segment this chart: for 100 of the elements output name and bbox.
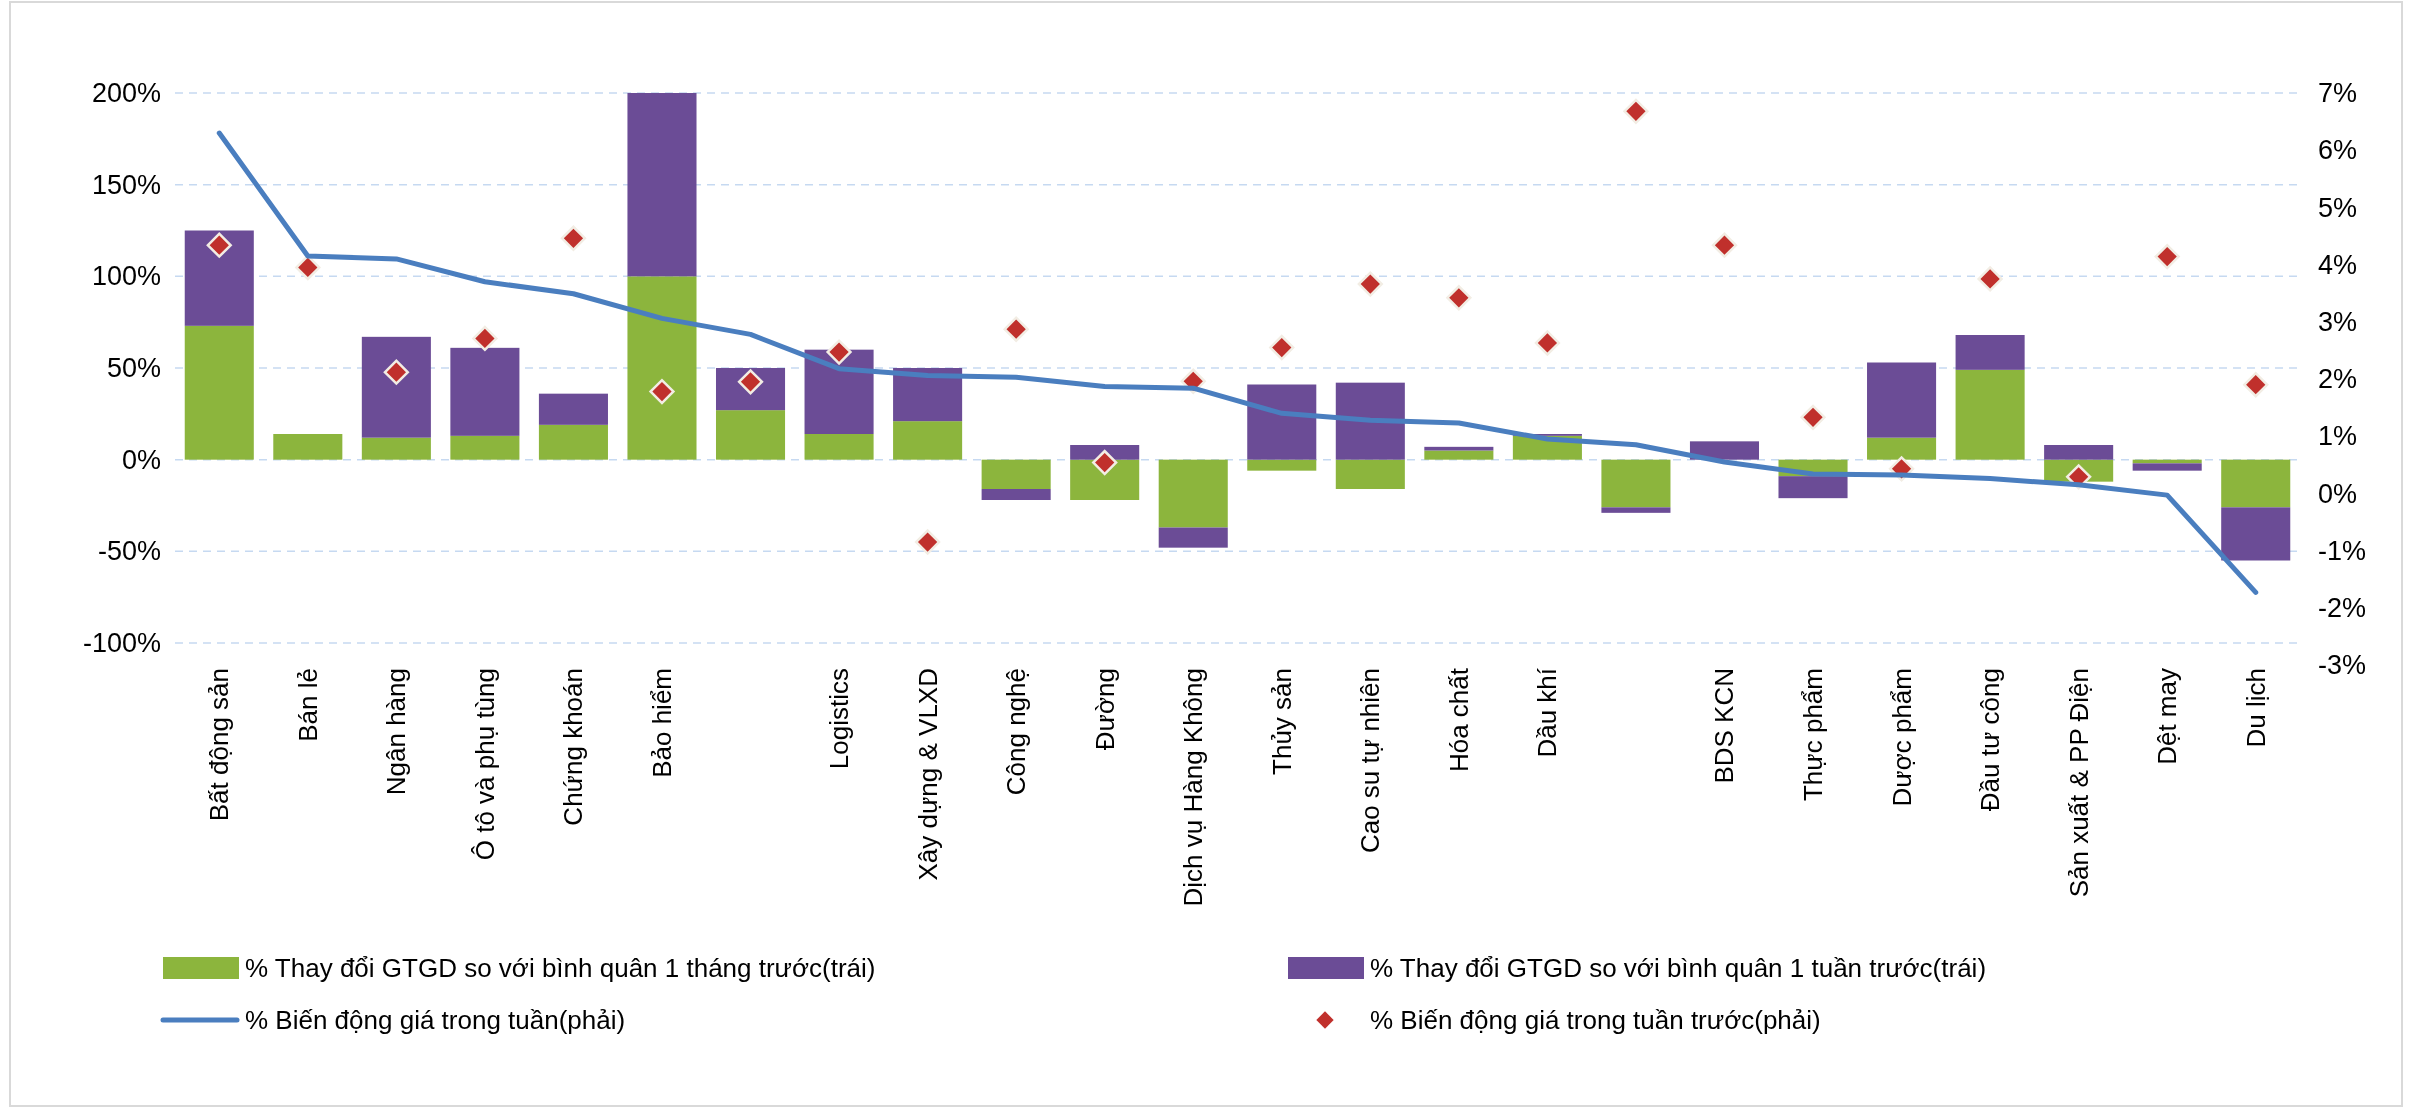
bar [538, 424, 608, 460]
y2-tick-label: 4% [2318, 249, 2358, 280]
y-tick-label: -50% [97, 536, 161, 567]
point [1800, 404, 1826, 430]
y-tick-label: -100% [82, 628, 161, 659]
bar [804, 434, 874, 460]
bar [893, 421, 963, 460]
point [914, 529, 941, 555]
point [1092, 449, 1118, 476]
bar [1601, 507, 1671, 513]
bar [1158, 459, 1228, 528]
y2-tick-label: -3% [2318, 650, 2367, 681]
point [2154, 243, 2180, 270]
x-tick-label: Dầu khí [1532, 667, 1563, 758]
bar [1689, 441, 1760, 460]
bar [2221, 507, 2291, 561]
x-tick-label: Chứng khoán [558, 668, 589, 826]
point [826, 339, 852, 365]
point [1534, 330, 1561, 356]
x-tick-label: Đường [1089, 668, 1120, 751]
y-tick-label: 100% [91, 261, 161, 292]
y2-tick-label: -1% [2318, 535, 2367, 566]
point [1977, 266, 2003, 292]
x-tick-label: Dịch vụ Hàng Không [1178, 668, 1209, 907]
y2-tick-label: 2% [2318, 364, 2358, 395]
legend-label: % Thay đổi GTGD so với bình quân 1 tháng trước(trái) [245, 953, 876, 983]
bar [1778, 476, 1848, 499]
bar [1335, 382, 1405, 460]
x-tick-label: BDS KCN [1709, 668, 1740, 784]
bar [2044, 445, 2114, 460]
legend-label: % Thay đổi GTGD so với bình quân 1 tuần trước(trái) [1370, 953, 1987, 983]
bar [450, 435, 520, 460]
bar [1867, 362, 1937, 438]
point [1711, 232, 1738, 258]
bar [538, 393, 608, 425]
point [1269, 334, 1295, 361]
x-tick-label: Bán lẻ [292, 668, 323, 742]
bar [1867, 437, 1937, 460]
bar [273, 434, 343, 460]
legend-label: % Biến động giá trong tuần trước(phải) [1370, 1005, 1821, 1035]
bar [981, 489, 1051, 500]
point [383, 359, 410, 385]
bar [2132, 463, 2202, 471]
y2-tick-label: -2% [2318, 592, 2367, 623]
bar [184, 325, 254, 460]
y2-tick-label: 0% [2318, 478, 2358, 509]
y2-tick-label: 6% [2318, 135, 2358, 166]
y2-tick-label: 1% [2318, 421, 2358, 452]
point [1623, 98, 1649, 124]
x-tick-label: Ô tô và phụ tùng [469, 668, 500, 861]
bar [1158, 527, 1228, 548]
y2-tick-label: 5% [2318, 192, 2358, 223]
bar [1247, 459, 1317, 471]
bar [715, 410, 786, 460]
x-tick-label: Du lịch [2240, 668, 2271, 748]
bar [184, 230, 254, 326]
point [560, 225, 587, 251]
point [472, 325, 498, 352]
point [2243, 372, 2269, 398]
bar [1955, 335, 2025, 370]
bar [893, 368, 963, 422]
bar [981, 459, 1051, 489]
x-tick-label: Đầu tư công [1975, 668, 2006, 812]
bar [361, 336, 431, 438]
bar [1247, 384, 1317, 460]
bar [1335, 459, 1405, 489]
bar [627, 93, 697, 277]
x-tick-label: Dệt may [2152, 668, 2183, 765]
x-tick-label: Công nghệ [1001, 668, 1032, 796]
x-tick-label: Bất động sản [204, 668, 235, 822]
x-tick-label: Thủy sản [1266, 668, 1297, 775]
legend-label: % Biến động giá trong tuần(phải) [245, 1005, 626, 1035]
point [295, 254, 321, 281]
x-tick-label: Hóa chất [1443, 667, 1474, 773]
bar [2221, 459, 2291, 508]
x-tick-label: Ngân hàng [381, 668, 412, 796]
x-tick-label: Dược phẩm [1886, 668, 1917, 807]
bar [361, 437, 431, 460]
bar [1601, 459, 1671, 508]
bar [450, 347, 520, 436]
bar [1070, 459, 1140, 500]
y-tick-label: 150% [91, 169, 161, 200]
point [206, 232, 232, 258]
y2-tick-label: 7% [2318, 78, 2358, 109]
point [1003, 316, 1029, 342]
bar [627, 276, 697, 460]
bar [1955, 369, 2025, 460]
y-tick-label: 200% [91, 78, 161, 109]
y-tick-label: 50% [106, 353, 161, 384]
bar [1424, 446, 1494, 451]
y-tick-label: 0% [121, 444, 161, 475]
y2-tick-label: 3% [2318, 306, 2358, 337]
x-tick-label: Logistics [824, 668, 855, 770]
point [1446, 285, 1472, 311]
x-tick-label: Xây dựng & VLXD [912, 668, 943, 881]
x-tick-label: Cao su tự nhiên [1355, 668, 1386, 854]
point [1357, 271, 1383, 297]
x-tick-label: Bảo hiểm [646, 668, 677, 778]
x-tick-label: Thực phẩm [1798, 668, 1829, 802]
bar [1424, 450, 1494, 460]
